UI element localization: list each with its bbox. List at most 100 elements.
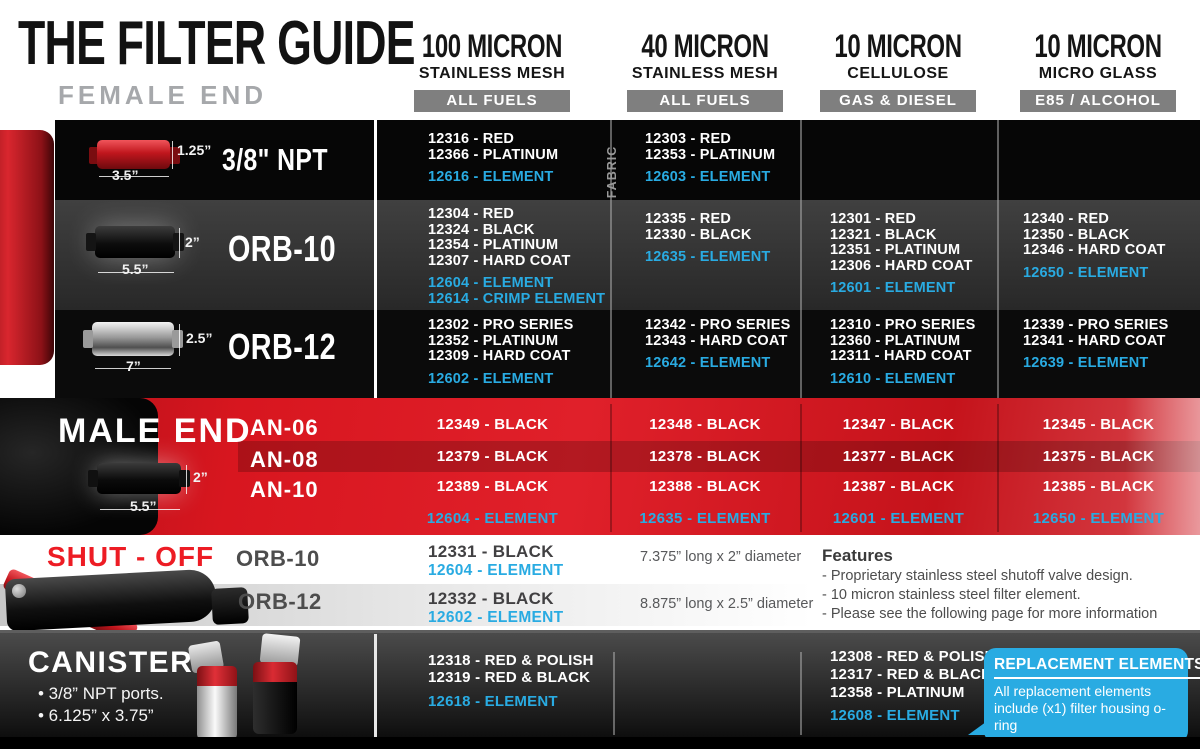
element-list: 12604 - ELEMENT 12614 - CRIMP ELEMENT — [428, 275, 606, 307]
fuel-badge: ALL FUELS — [414, 90, 570, 112]
column-divider — [997, 120, 999, 398]
row-orb12-background — [55, 310, 1200, 398]
element-list: 12642 - ELEMENT — [645, 355, 771, 371]
row-label-orb12: ORB-12 — [228, 326, 337, 367]
male-part-cell: 12345 - BLACK — [1042, 416, 1155, 433]
column-micron: 10 MICRON — [1034, 28, 1162, 64]
element-list: 12602 - ELEMENT — [428, 370, 554, 387]
shutoff-part: 12331 - BLACK — [428, 542, 554, 561]
an-08-label: AN-08 — [250, 447, 319, 472]
part-numbers-cell: 12304 - RED 12324 - BLACK 12354 - PLATIN… — [428, 206, 606, 307]
column-divider — [800, 120, 802, 398]
callout-title: REPLACEMENT ELEMENTS — [994, 656, 1200, 679]
male-element-cell: 12650 - ELEMENT — [1032, 510, 1165, 527]
part-list: 12340 - RED 12350 - BLACK 12346 - HARD C… — [1023, 211, 1166, 258]
feature-item: - 10 micron stainless steel filter eleme… — [822, 587, 1081, 603]
row-label-npt: 3/8" NPT — [222, 142, 328, 177]
dim-height: 2.5” — [186, 330, 213, 346]
an-06-label: AN-06 — [250, 415, 319, 440]
part-numbers-cell: 12302 - PRO SERIES 12352 - PLATINUM 1230… — [428, 317, 574, 387]
part-list: 12302 - PRO SERIES 12352 - PLATINUM 1230… — [428, 317, 574, 364]
canister-bullet: • 3/8” NPT ports. — [38, 684, 164, 703]
column-header-40-micron: 40 MICRON STAINLESS MESH ALL FUELS — [595, 28, 815, 112]
dim-width: 3.5” — [112, 167, 139, 183]
male-part-cell: 12385 - BLACK — [1042, 478, 1155, 495]
part-list: 12304 - RED 12324 - BLACK 12354 - PLATIN… — [428, 206, 571, 269]
column-micron: 10 MICRON — [834, 28, 962, 64]
part-numbers-cell: 12335 - RED 12330 - BLACK 12635 - ELEMEN… — [645, 211, 771, 266]
male-element-cell: 12635 - ELEMENT — [639, 510, 771, 527]
female-end-subtitle: FEMALE END — [58, 80, 267, 110]
part-list: 12301 - RED 12321 - BLACK 12351 - PLATIN… — [830, 211, 973, 274]
dim-height: 2” — [193, 469, 208, 485]
band-sheen — [1125, 398, 1200, 535]
male-part-cell: 12349 - BLACK — [436, 416, 549, 433]
an-10-label: AN-10 — [250, 477, 319, 502]
row-label-orb10: ORB-10 — [228, 228, 337, 269]
element-list: 12608 - ELEMENT — [830, 707, 960, 724]
part-list: 12335 - RED 12330 - BLACK — [645, 211, 752, 243]
element-list: 12610 - ELEMENT — [830, 370, 956, 387]
part-numbers-cell: 12342 - PRO SERIES 12343 - HARD COAT 126… — [645, 317, 791, 372]
table-left-divider — [374, 634, 377, 737]
shutoff-label: SHUT - OFF — [47, 541, 215, 572]
dim-height: 1.25” — [177, 142, 212, 158]
column-media: STAINLESS MESH — [418, 65, 566, 82]
part-numbers-cell: 12340 - RED 12350 - BLACK 12346 - HARD C… — [1023, 211, 1166, 281]
column-media: MICRO GLASS — [1038, 65, 1158, 82]
part-list: 12342 - PRO SERIES 12343 - HARD COAT — [645, 317, 791, 349]
part-numbers-cell: 12316 - RED 12366 - PLATINUM 12616 - ELE… — [428, 131, 558, 186]
dim-width: 7” — [126, 358, 141, 374]
shutoff-orb12-label: ORB-12 — [238, 589, 322, 614]
dim-height: 2” — [185, 234, 200, 250]
element-list: 12639 - ELEMENT — [1023, 355, 1149, 371]
fuel-badge: ALL FUELS — [627, 90, 783, 112]
part-list: 12310 - PRO SERIES 12360 - PLATINUM 1231… — [830, 317, 976, 364]
male-element-cell: 12601 - ELEMENT — [832, 510, 965, 527]
column-divider — [610, 404, 612, 532]
element-list: 12618 - ELEMENT — [428, 693, 558, 710]
column-divider — [800, 404, 802, 532]
male-part-cell: 12388 - BLACK — [649, 478, 761, 495]
column-divider — [997, 404, 999, 532]
male-part-cell: 12375 - BLACK — [1042, 448, 1155, 465]
shutoff-element: 12604 - ELEMENT — [428, 562, 564, 579]
feature-item: - Proprietary stainless steel shutoff va… — [822, 568, 1133, 584]
element-list: 12650 - ELEMENT — [1023, 264, 1149, 281]
male-part-cell: 12377 - BLACK — [842, 448, 955, 465]
fuel-badge: GAS & DIESEL — [820, 90, 976, 112]
canister-bullet: • 6.125” x 3.75” — [38, 706, 154, 725]
fabric-note: FABRIC — [605, 145, 619, 199]
part-numbers-cell: 12339 - PRO SERIES 12341 - HARD COAT 126… — [1023, 317, 1168, 372]
male-part-cell: 12347 - BLACK — [842, 416, 955, 433]
table-left-divider — [374, 120, 377, 398]
male-part-cell: 12378 - BLACK — [649, 448, 761, 465]
column-header-10-micron-microglass: 10 MICRON MICRO GLASS E85 / ALCOHOL — [988, 28, 1200, 112]
male-part-cell: 12387 - BLACK — [842, 478, 955, 495]
features-heading: Features — [822, 546, 893, 565]
part-list: 12318 - RED & POLISH 12319 - RED & BLACK — [428, 652, 594, 686]
shutoff-orb10-label: ORB-10 — [236, 546, 320, 571]
column-divider — [613, 652, 615, 735]
column-divider — [800, 652, 802, 735]
shutoff-spec: 7.375” long x 2” diameter — [640, 549, 802, 565]
element-list: 12603 - ELEMENT — [645, 169, 771, 185]
part-numbers-cell: 12318 - RED & POLISH 12319 - RED & BLACK… — [428, 652, 594, 710]
dim-width: 5.5” — [122, 261, 149, 277]
column-header-100-micron: 100 MICRON STAINLESS MESH ALL FUELS — [382, 28, 602, 112]
feature-item: - Please see the following page for more… — [822, 606, 1158, 622]
column-header-10-micron-cellulose: 10 MICRON CELLULOSE GAS & DIESEL — [788, 28, 1008, 112]
replacement-elements-callout: REPLACEMENT ELEMENTS All replacement ele… — [968, 648, 1200, 743]
male-end-band — [0, 398, 1200, 535]
part-numbers-cell: 12310 - PRO SERIES 12360 - PLATINUM 1231… — [830, 317, 976, 387]
row-orb10-background — [55, 200, 1200, 310]
element-list: 12635 - ELEMENT — [645, 249, 771, 265]
part-list: 12303 - RED 12353 - PLATINUM — [645, 131, 776, 163]
element-list: 12616 - ELEMENT — [428, 169, 554, 185]
male-end-label: MALE END — [58, 412, 252, 450]
row-npt-background — [55, 120, 1200, 200]
fuel-badge: E85 / ALCOHOL — [1020, 90, 1176, 112]
male-element-cell: 12604 - ELEMENT — [426, 510, 559, 527]
male-part-cell: 12389 - BLACK — [436, 478, 549, 495]
